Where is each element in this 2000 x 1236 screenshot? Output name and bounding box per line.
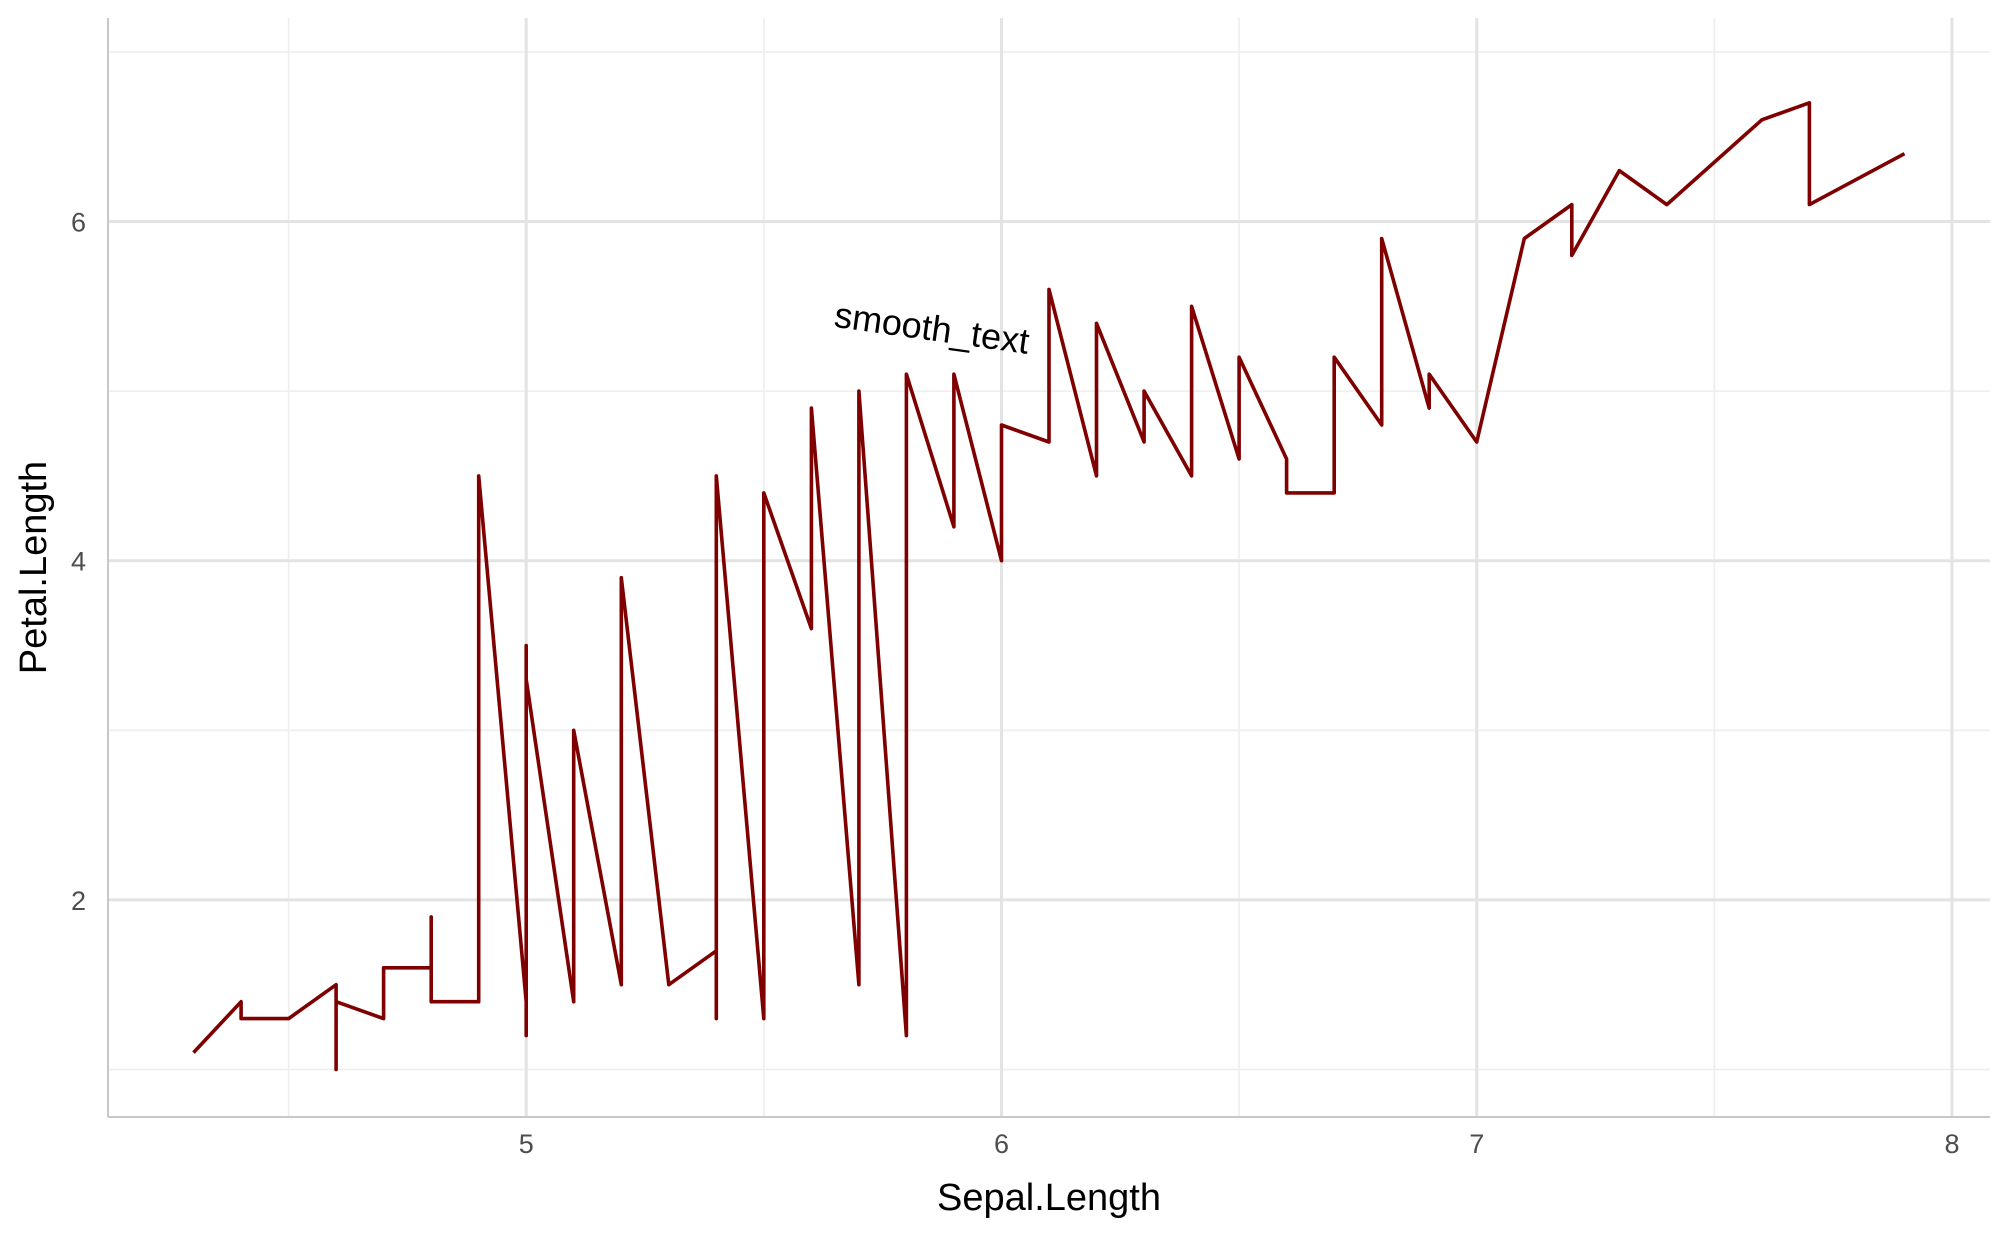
y-tick-label: 2 — [71, 886, 86, 916]
x-tick-label: 7 — [1469, 1129, 1484, 1159]
axes — [107, 18, 1990, 1118]
x-axis-title: Sepal.Length — [937, 1177, 1161, 1219]
series-line — [192, 101, 1906, 1072]
y-tick-label: 6 — [71, 208, 86, 238]
x-tick-label: 6 — [994, 1129, 1009, 1159]
grid — [108, 18, 1990, 1117]
tick-labels: 5 6 7 8 2 4 6 — [71, 208, 1960, 1159]
x-tick-label: 5 — [519, 1129, 534, 1159]
y-tick-label: 4 — [71, 547, 86, 577]
y-axis-title: Petal.Length — [13, 461, 55, 674]
x-tick-label: 8 — [1944, 1129, 1959, 1159]
